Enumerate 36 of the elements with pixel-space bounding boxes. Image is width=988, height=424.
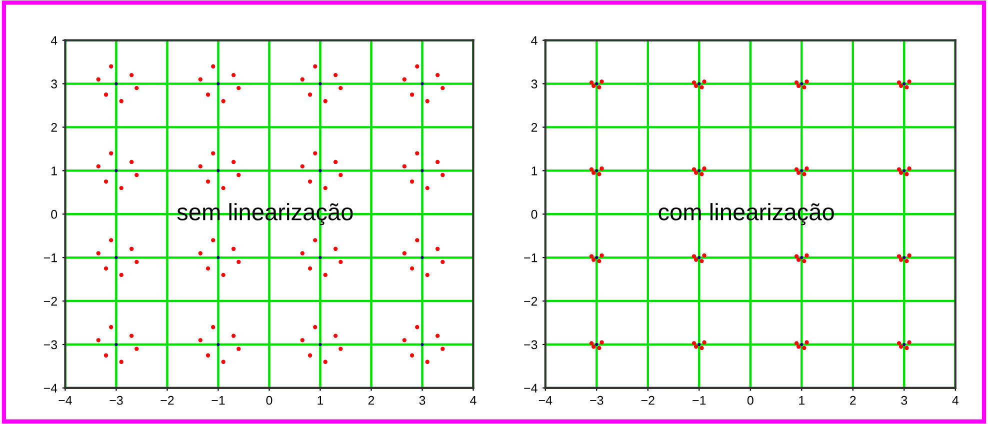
x-tick-label: 4 xyxy=(470,396,476,405)
y-tick-label: −3 xyxy=(44,340,58,350)
x-tick-label: 0 xyxy=(747,396,754,405)
y-tick-label: −4 xyxy=(44,384,58,392)
x-tick-label: −3 xyxy=(590,396,604,405)
y-tick-label: 3 xyxy=(51,80,58,88)
x-tick-label: −1 xyxy=(692,396,706,405)
y-tick-label: −1 xyxy=(44,254,57,262)
x-tick-label: −1 xyxy=(212,396,225,405)
x-tick-label: 2 xyxy=(368,396,374,405)
y-tick-label: 4 xyxy=(531,36,538,45)
y-tick-label: −4 xyxy=(524,384,538,392)
y-tick-label: 3 xyxy=(531,80,538,88)
x-tick-label: 1 xyxy=(318,396,324,405)
y-tick-label: 0 xyxy=(531,210,538,219)
x-tick-label: −4 xyxy=(58,396,72,405)
x-tick-label: −2 xyxy=(641,396,654,405)
y-tick-label: 2 xyxy=(531,123,538,132)
y-tick-label: −2 xyxy=(44,296,57,306)
y-tick-label: 1 xyxy=(52,166,57,176)
x-tick-label: 1 xyxy=(799,396,805,405)
y-tick-label: 4 xyxy=(50,36,58,45)
y-tick-label: −3 xyxy=(524,340,538,350)
y-tick-label: 1 xyxy=(532,166,538,176)
y-tick-label: −2 xyxy=(524,296,538,306)
x-tick-label: 2 xyxy=(850,396,856,405)
y-tick-label: 2 xyxy=(51,123,57,132)
y-tick-label: 0 xyxy=(51,210,58,219)
x-tick-label: −3 xyxy=(110,396,123,405)
x-tick-label: −2 xyxy=(160,396,174,405)
x-tick-label: 3 xyxy=(901,396,908,405)
x-tick-label: 4 xyxy=(952,396,959,405)
x-tick-label: 3 xyxy=(419,396,426,405)
x-tick-label: 0 xyxy=(266,396,272,405)
y-tick-label: −1 xyxy=(524,254,538,262)
x-tick-label: −4 xyxy=(538,396,552,405)
